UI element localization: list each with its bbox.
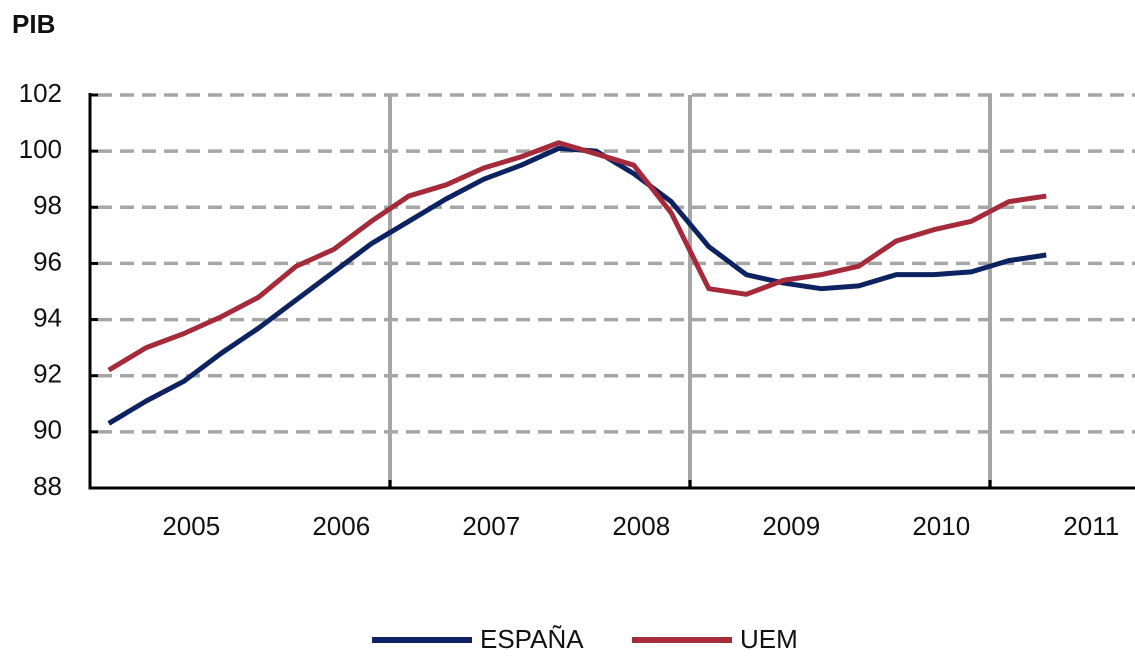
- y-tick-label: 88: [33, 471, 62, 501]
- legend-label: ESPAÑA: [480, 624, 584, 654]
- series-line: [107, 145, 1047, 426]
- legend-label: UEM: [740, 624, 798, 654]
- y-tick-label: 100: [19, 134, 62, 164]
- x-tick-label: 2005: [162, 511, 220, 541]
- x-tick-label: 2008: [612, 511, 670, 541]
- x-tick-label: 2009: [762, 511, 820, 541]
- y-tick-label: 92: [33, 359, 62, 389]
- x-tick-label: 2007: [462, 511, 520, 541]
- y-tick-label: 102: [19, 78, 62, 108]
- chart-title: PIB: [12, 9, 55, 39]
- y-tick-label: 96: [33, 246, 62, 276]
- series-line: [107, 140, 1047, 373]
- y-tick-label: 98: [33, 190, 62, 220]
- x-tick-label: 2010: [912, 511, 970, 541]
- y-tick-label: 94: [33, 302, 62, 332]
- x-tick-label: 2006: [312, 511, 370, 541]
- x-tick-label: 2011: [1063, 511, 1119, 541]
- y-tick-label: 90: [33, 415, 62, 445]
